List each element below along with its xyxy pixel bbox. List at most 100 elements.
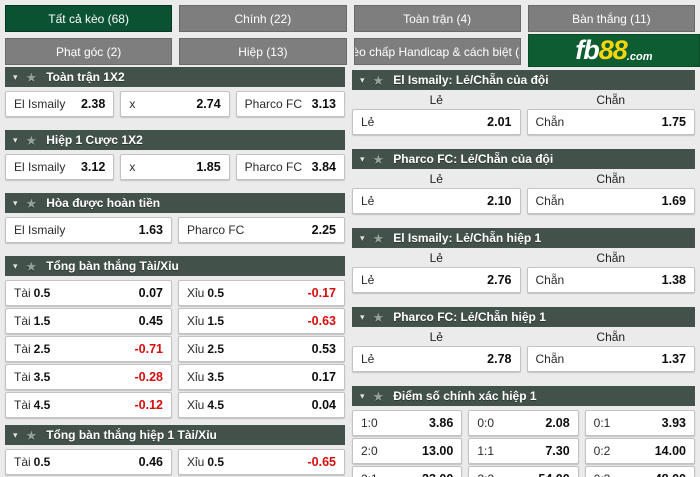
odds-label-text: Xỉu (187, 398, 205, 412)
odds-cell[interactable]: Lẻ 2.10 (352, 188, 521, 214)
odds-cell[interactable]: Xỉu 0.5 -0.17 (178, 280, 345, 306)
odds-cell[interactable]: El Ismaily 2.38 (5, 91, 115, 117)
odds-row: Lẻ 2.76 Chẵn 1.38 (352, 267, 695, 293)
star-icon[interactable]: ★ (25, 195, 38, 211)
section-title: Hòa được hoàn tiền (46, 196, 161, 210)
section-header[interactable]: ▾ ★ Tổng bàn thắng Tài/Xỉu (5, 256, 345, 276)
section-title: Tổng bàn thắng hiệp 1 Tài/Xỉu (46, 428, 217, 442)
odds-cell[interactable]: 2:0 13.00 (352, 438, 463, 464)
odds-value: 2.01 (487, 115, 512, 129)
column-header-label: Lẻ (429, 251, 443, 265)
odds-cell[interactable]: Tài 0.5 0.07 (5, 280, 172, 306)
odds-label: 0:2 (594, 444, 611, 458)
section-header[interactable]: ▾ ★ Tổng bàn thắng hiệp 1 Tài/Xỉu (5, 425, 345, 445)
odds-cell[interactable]: Chẵn 1.75 (526, 109, 695, 135)
star-icon[interactable]: ★ (372, 151, 385, 167)
odds-value: -0.12 (134, 398, 164, 412)
section-header[interactable]: ▾ ★ Pharco FC: Lẻ/Chẵn của đội (352, 149, 695, 169)
section-header[interactable]: ▾ ★ Toàn trận 1X2 (5, 67, 345, 87)
filter-tab[interactable]: Chính (22) (179, 5, 347, 32)
odds-label-text: Tài (14, 342, 31, 356)
odds-label: 0:0 (477, 416, 494, 430)
star-icon[interactable]: ★ (25, 132, 38, 148)
star-icon[interactable]: ★ (25, 427, 38, 443)
odds-cell[interactable]: Lẻ 2.76 (352, 267, 521, 293)
odds-section: ▾ ★ Điểm số chính xác hiệp 1 1:0 3.86 0:0 2.08… (352, 386, 695, 477)
odds-cell[interactable]: Chẵn 1.69 (526, 188, 695, 214)
odds-label-text: Xỉu (187, 370, 205, 384)
odds-cell[interactable]: x 1.85 (120, 154, 230, 180)
odds-value: 3.13 (311, 97, 336, 111)
odds-cell[interactable]: 1:0 3.86 (352, 410, 463, 436)
section-header[interactable]: ▾ ★ El Ismaily: Lẻ/Chẵn của đội (352, 70, 695, 90)
odds-cell[interactable]: 0:1 3.93 (584, 410, 695, 436)
filter-tab[interactable]: Toàn trận (4) (353, 5, 521, 32)
odds-row: Tài 2.5 -0.71 Xỉu 2.5 0.53 (5, 336, 345, 362)
section-title: Pharco FC: Lẻ/Chẵn hiệp 1 (393, 310, 546, 324)
star-icon[interactable]: ★ (25, 69, 38, 85)
star-icon[interactable]: ★ (372, 72, 385, 88)
odds-cell[interactable]: Lẻ 2.01 (352, 109, 521, 135)
odds-value: -0.17 (307, 286, 337, 300)
odds-label-text: 2:0 (361, 444, 378, 458)
odds-label: Tài 4.5 (14, 398, 50, 412)
odds-label-line: 0.5 (33, 455, 51, 469)
odds-value: 0.07 (138, 286, 163, 300)
odds-cell[interactable]: El Ismaily 1.63 (5, 217, 172, 243)
section-header[interactable]: ▾ ★ Hiệp 1 Cược 1X2 (5, 130, 345, 150)
odds-cell[interactable]: Pharco FC 3.13 (235, 91, 345, 117)
odds-cell[interactable]: 0:0 2.08 (468, 410, 579, 436)
section-header[interactable]: ▾ ★ Pharco FC: Lẻ/Chẵn hiệp 1 (352, 307, 695, 327)
odds-label: Lẻ (361, 194, 374, 208)
odds-cell[interactable]: Xỉu 4.5 0.04 (178, 392, 345, 418)
odds-cell[interactable]: Lẻ 2.78 (352, 346, 521, 372)
odds-label-text: Chẵn (535, 273, 565, 287)
filter-tab[interactable]: Phạt góc (2) (5, 38, 173, 65)
odds-label-line: 4.5 (33, 398, 51, 412)
odds-cell[interactable]: Xỉu 0.5 -0.65 (178, 449, 345, 475)
odds-cell[interactable]: x 2.74 (120, 91, 230, 117)
odds-cell[interactable]: 0:3 48.00 (584, 466, 695, 477)
filter-tab[interactable]: Bàn thắng (11) (527, 5, 695, 32)
odds-value: 2.78 (487, 352, 512, 366)
brand-logo[interactable]: fb 88 .com (527, 34, 700, 67)
odds-cell[interactable]: Tài 4.5 -0.12 (5, 392, 172, 418)
section-title: Pharco FC: Lẻ/Chẵn của đội (393, 152, 554, 166)
odds-cell[interactable]: 0:2 14.00 (584, 438, 695, 464)
odds-value: 1.37 (661, 352, 686, 366)
star-icon[interactable]: ★ (372, 230, 385, 246)
odds-cell[interactable]: 2:1 23.00 (352, 466, 463, 477)
filter-tab[interactable]: Hiệp (13) (179, 38, 347, 65)
section-header[interactable]: ▾ ★ Hòa được hoàn tiền (5, 193, 345, 213)
odds-cell[interactable]: Xỉu 2.5 0.53 (178, 336, 345, 362)
odds-label-line: 4.5 (207, 398, 225, 412)
odds-cell[interactable]: El Ismaily 3.12 (5, 154, 115, 180)
section-header[interactable]: ▾ ★ Điểm số chính xác hiệp 1 (352, 386, 695, 406)
odds-cell[interactable]: Chẵn 1.38 (526, 267, 695, 293)
odds-label-text: Tài (14, 398, 31, 412)
odds-label-line: 1.5 (33, 314, 51, 328)
odds-cell[interactable]: Chẵn 1.37 (526, 346, 695, 372)
odds-label-text: Xỉu (187, 286, 205, 300)
odds-cell[interactable]: 1:1 7.30 (468, 438, 579, 464)
odds-cell[interactable]: Tài 2.5 -0.71 (5, 336, 172, 362)
odds-cell[interactable]: Pharco FC 3.84 (235, 154, 345, 180)
star-icon[interactable]: ★ (372, 309, 385, 325)
odds-cell[interactable]: Tài 3.5 -0.28 (5, 364, 172, 390)
odds-cell[interactable]: 2:2 54.00 (468, 466, 579, 477)
odds-cell[interactable]: Xỉu 3.5 0.17 (178, 364, 345, 390)
odds-value: 3.86 (428, 416, 454, 430)
star-icon[interactable]: ★ (372, 388, 385, 404)
odds-cell[interactable]: Xỉu 1.5 -0.63 (178, 308, 345, 334)
filter-tab[interactable]: Kèo chấp Handicap & cách biệt (2) (353, 38, 521, 65)
odds-cell[interactable]: Tài 0.5 0.46 (5, 449, 172, 475)
star-icon[interactable]: ★ (25, 258, 38, 274)
odds-cell[interactable]: Tài 1.5 0.45 (5, 308, 172, 334)
filter-tab[interactable]: Tất cả kèo (68) (5, 5, 173, 32)
odds-label-text: Lẻ (361, 115, 375, 129)
odds-cell[interactable]: Pharco FC 2.25 (178, 217, 345, 243)
odds-column-left: ▾ ★ Toàn trận 1X2 El Ismaily 2.38 x 2.74 Pharco… (5, 67, 345, 477)
odds-section: ▾ ★ Pharco FC: Lẻ/Chẵn hiệp 1 Lẻ Chẵn Lẻ 2.78 C… (352, 307, 695, 372)
section-header[interactable]: ▾ ★ El Ismaily: Lẻ/Chẵn hiệp 1 (352, 228, 695, 248)
